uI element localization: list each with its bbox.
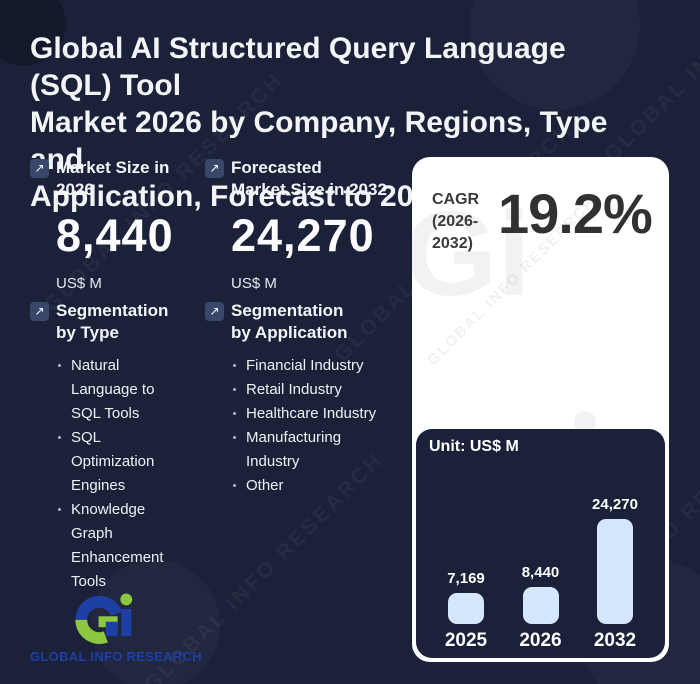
arrow-up-right-icon: ↗ (205, 159, 224, 178)
bar-column-2026: 8,440 2026 (505, 564, 577, 652)
segmentation-header: ↗ Segmentation by Type (30, 300, 177, 344)
bar-2032 (597, 519, 633, 624)
list-item: Natural Language to SQL Tools (56, 354, 177, 426)
stat-value: 24,270 (231, 210, 375, 261)
stat-label: Forecasted Market Size in 2032 (231, 158, 387, 199)
bar-value-label: 8,440 (521, 564, 560, 581)
segmentation-by-type: ↗ Segmentation by Type Natural Language … (30, 300, 177, 594)
stat-label: Market Size in 2026 (56, 158, 170, 199)
list-item: Financial Industry (231, 354, 395, 378)
bar-category-label: 2026 (519, 630, 562, 651)
chart-unit-label: Unit: US$ M (429, 438, 519, 455)
bar-value-label: 24,270 (592, 496, 638, 513)
stat-forecast-size-2032: ↗ Forecasted Market Size in 2032 24,270 … (205, 157, 400, 292)
bar-category-label: 2025 (444, 630, 488, 651)
global-info-research-logo: GLOBAL INFO RESEARCH (30, 592, 202, 664)
bar-2026 (522, 587, 559, 624)
bar-chart: 7,169 2025 8,440 2026 24,270 2032 (430, 496, 651, 652)
list-item: Manufacturing Industry (231, 426, 395, 474)
cagr-label: CAGR (2026- 2032) (432, 191, 480, 252)
page-title: Global AI Structured Query Language (SQL… (30, 32, 608, 213)
segmentation-heading: Segmentation by Application (231, 301, 348, 342)
stat-header: ↗ Market Size in 2026 (30, 157, 195, 201)
list-item: Other (231, 474, 395, 498)
arrow-up-right-icon: ↗ (30, 159, 49, 178)
arrow-up-right-icon: ↗ (30, 302, 49, 321)
arrow-up-right-icon: ↗ (205, 302, 224, 321)
cagr-value: 19.2% (498, 182, 653, 245)
segmentation-by-application: ↗ Segmentation by Application Financial … (205, 300, 395, 498)
cagr-chart-card: Gi GLOBAL INFO RESEARCH CAGR (2026- 2032… (412, 157, 669, 662)
segmentation-heading: Segmentation by Type (56, 301, 169, 342)
stat-header: ↗ Forecasted Market Size in 2032 (205, 157, 400, 201)
bar-2025 (448, 593, 484, 624)
stat-market-size-2026: ↗ Market Size in 2026 8,440 US$ M (30, 157, 195, 292)
stat-unit: US$ M (56, 275, 102, 292)
stat-value: 8,440 (56, 210, 174, 261)
logo-text: GLOBAL INFO RESEARCH (30, 649, 202, 664)
stat-unit: US$ M (231, 275, 277, 292)
bar-category-label: 2032 (593, 630, 637, 651)
segmentation-header: ↗ Segmentation by Application (205, 300, 395, 344)
list-item: Retail Industry (231, 378, 395, 402)
bar-value-label: 7,169 (447, 570, 485, 587)
list-item: Healthcare Industry (231, 402, 395, 426)
segmentation-type-list: Natural Language to SQL Tools SQL Optimi… (56, 354, 177, 594)
bar-column-2032: 24,270 2032 (579, 496, 651, 652)
list-item: SQL Optimization Engines (56, 426, 177, 498)
gi-logo-icon (75, 593, 133, 644)
segmentation-application-list: Financial Industry Retail Industry Healt… (231, 354, 395, 498)
bar-column-2025: 7,169 2025 (430, 570, 502, 652)
list-item: Knowledge Graph Enhancement Tools (56, 498, 177, 594)
bar-chart-panel: Unit: US$ M 7,169 2025 8,440 2026 24,270… (416, 429, 665, 658)
